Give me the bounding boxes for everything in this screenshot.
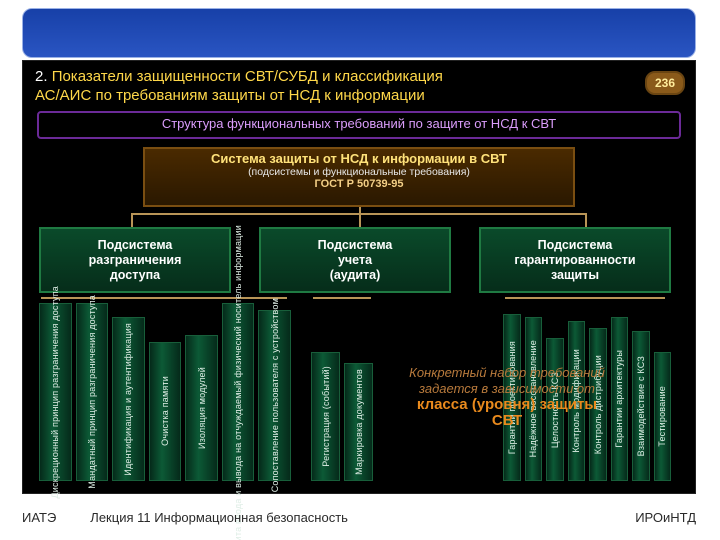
sub-l: доступа bbox=[41, 268, 229, 283]
subtitle-bar: Структура функциональных требований по з… bbox=[37, 111, 681, 139]
footer-left: ИАТЭ bbox=[22, 510, 56, 525]
slide-heading: 2. Показатели защищенности СВТ/СУБД и кл… bbox=[35, 67, 641, 105]
bar-group-1: Дискреционный принцип разграничения дост… bbox=[39, 305, 291, 481]
connector bbox=[359, 213, 361, 227]
slide-body: 2. Показатели защищенности СВТ/СУБД и кл… bbox=[22, 60, 696, 494]
heading-number: 2. bbox=[35, 68, 48, 85]
footer-mid: Лекция 11 Информационная безопасность bbox=[56, 510, 635, 525]
callout-l2: задается в зависимости от bbox=[345, 381, 669, 397]
req-bar: Мандатный принцип разграничения доступа bbox=[76, 303, 109, 481]
req-bar-label: Регистрация (событий) bbox=[321, 366, 331, 467]
top-band bbox=[22, 8, 696, 58]
req-bar-label: Дискреционный принцип разграничения дост… bbox=[50, 286, 60, 498]
sub-l: Подсистема bbox=[41, 238, 229, 253]
callout-emph1: класса (уровня) защиты bbox=[345, 397, 669, 413]
sub-l: (аудита) bbox=[261, 268, 449, 283]
subsystem-box-1: Подсистема разграничения доступа bbox=[39, 227, 231, 293]
connector bbox=[505, 297, 665, 299]
footer: ИАТЭ Лекция 11 Информационная безопаснос… bbox=[22, 502, 696, 532]
req-bar-label: Мандатный принцип разграничения доступа bbox=[87, 295, 97, 489]
connector bbox=[585, 213, 587, 227]
req-bar-label: Сопоставление пользователя с устройством bbox=[270, 298, 280, 492]
root-l2: (подсистемы и функциональные требования) bbox=[145, 166, 573, 178]
req-bar: Очистка памяти bbox=[149, 342, 182, 481]
heading-line1: Показатели защищенности СВТ/СУБД и класс… bbox=[52, 68, 443, 85]
req-bar-label: Очистка памяти bbox=[160, 376, 170, 446]
root-l1: Система защиты от НСД к информации в СВТ bbox=[145, 151, 573, 166]
subsystem-box-3: Подсистема гарантированности защиты bbox=[479, 227, 671, 293]
req-bar: Дискреционный принцип разграничения дост… bbox=[39, 303, 72, 481]
req-bar: Идентификация и аутентификация bbox=[112, 317, 145, 481]
connector bbox=[41, 297, 287, 299]
req-bar: Регистрация (событий) bbox=[311, 352, 340, 481]
footer-right: ИРОиНТД bbox=[635, 510, 696, 525]
req-bar-label: Идентификация и аутентификация bbox=[123, 323, 133, 476]
sub-l: разграничения bbox=[41, 253, 229, 268]
req-bar-label: Изоляция модулей bbox=[197, 367, 207, 449]
sub-l: защиты bbox=[481, 268, 669, 283]
callout-text: Конкретный набор требований задается в з… bbox=[345, 365, 669, 429]
subsystem-box-2: Подсистема учета (аудита) bbox=[259, 227, 451, 293]
sub-l: Подсистема bbox=[481, 238, 669, 253]
root-box: Система защиты от НСД к информации в СВТ… bbox=[143, 147, 575, 207]
page-badge: 236 bbox=[645, 71, 685, 95]
req-bar: Изоляция модулей bbox=[185, 335, 218, 481]
callout-l1: Конкретный набор требований bbox=[345, 365, 669, 381]
root-l3: ГОСТ Р 50739-95 bbox=[145, 178, 573, 190]
req-bar-label: Защита ввода и вывода на отчуждаемый физ… bbox=[233, 225, 243, 540]
sub-l: учета bbox=[261, 253, 449, 268]
req-bar: Сопоставление пользователя с устройством bbox=[258, 310, 291, 481]
connector bbox=[131, 213, 133, 227]
sub-l: Подсистема bbox=[261, 238, 449, 253]
sub-l: гарантированности bbox=[481, 253, 669, 268]
connector bbox=[313, 297, 371, 299]
req-bar: Защита ввода и вывода на отчуждаемый физ… bbox=[222, 303, 255, 481]
heading-line2: АС/АИС по требованиям защиты от НСД к ин… bbox=[35, 87, 425, 104]
callout-emph2: СВТ bbox=[345, 413, 669, 429]
